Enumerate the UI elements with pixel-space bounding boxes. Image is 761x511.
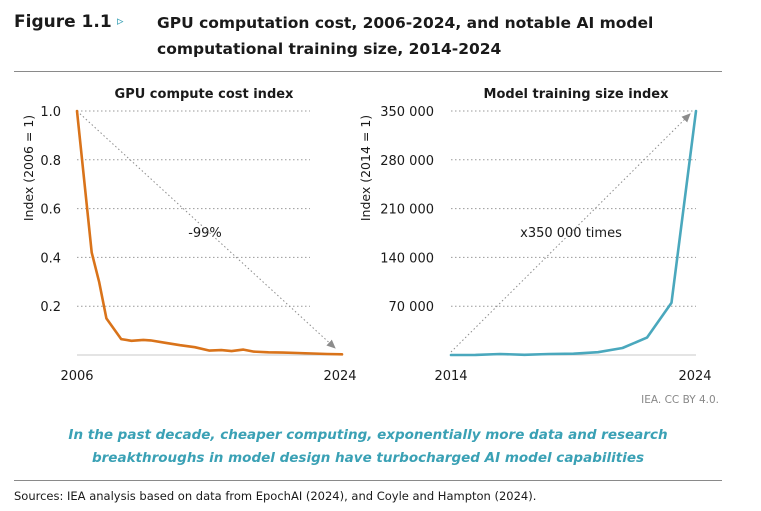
figure-title-line-1: GPU computation cost, 2006-2024, and not…: [157, 14, 654, 32]
right-annotation-arrow: [450, 113, 691, 353]
takeaway: In the past decade, cheaper computing, e…: [14, 424, 722, 470]
charts-canvas: GPU compute cost index Index (2006 = 1) …: [21, 87, 712, 384]
figure-title-line-2: computational training size, 2014-2024: [157, 40, 502, 58]
right-y-axis-label: Index (2014 = 1): [358, 115, 373, 221]
right-y-tick-label: 280 000: [380, 154, 434, 169]
figure-label: Figure 1.1: [14, 12, 112, 32]
figure-arrow-icon: ▹: [117, 14, 124, 29]
right-x-tick-end: 2024: [678, 369, 711, 384]
left-y-tick-label: 0.8: [40, 154, 61, 169]
left-x-tick-start: 2006: [60, 369, 93, 384]
left-y-tick-label: 0.6: [40, 203, 61, 218]
sources-note: Sources: IEA analysis based on data from…: [14, 489, 537, 503]
right-annotation: x350 000 times: [520, 226, 622, 241]
right-y-tick-label: 350 000: [380, 105, 434, 120]
left-y-tick-label: 1.0: [40, 105, 61, 120]
right-y-tick-label: 70 000: [389, 300, 435, 315]
footer-rule: [14, 480, 722, 481]
takeaway-line-1: In the past decade, cheaper computing, e…: [68, 427, 668, 443]
left-y-tick-label: 0.4: [40, 251, 61, 266]
figure-title: GPU computation cost, 2006-2024, and not…: [157, 10, 717, 62]
right-y-tick-label: 210 000: [380, 203, 434, 218]
left-x-tick-end: 2024: [323, 369, 356, 384]
credit-label: IEA. CC BY 4.0.: [641, 394, 719, 406]
right-series-line: [449, 109, 698, 357]
left-series-line: [75, 109, 344, 356]
header-rule: [14, 71, 722, 72]
takeaway-line-2: breakthroughs in model design have turbo…: [91, 450, 645, 466]
left-y-axis-label: Index (2006 = 1): [21, 115, 36, 221]
left-chart-title: GPU compute cost index: [115, 87, 295, 102]
right-x-tick-start: 2014: [434, 369, 467, 384]
right-y-tick-label: 140 000: [380, 251, 434, 266]
left-y-tick-label: 0.2: [40, 300, 61, 315]
left-annotation: -99%: [188, 226, 222, 241]
right-chart-title: Model training size index: [484, 87, 670, 102]
